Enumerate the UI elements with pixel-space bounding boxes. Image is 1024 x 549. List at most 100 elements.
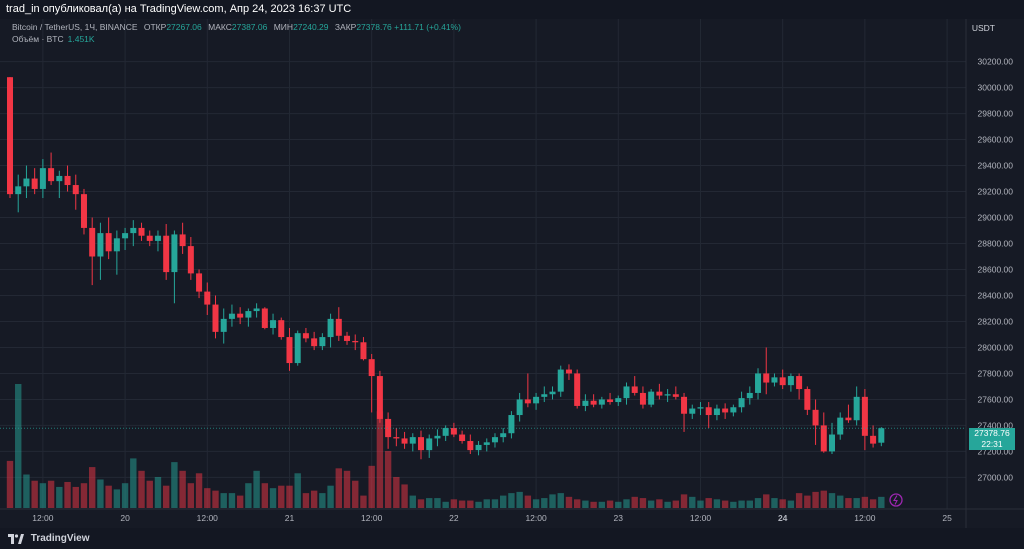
candle-body — [204, 291, 211, 305]
candle-body — [228, 313, 235, 319]
volume-bar — [458, 500, 466, 508]
volume-bar — [615, 501, 622, 508]
volume-bar — [516, 491, 523, 508]
candle-body — [820, 425, 827, 452]
chart-area[interactable]: 27000.00 27200.00 27400.00 27600.00 27800.00… — [0, 19, 1024, 528]
volume-bar — [417, 499, 425, 508]
volume-bar — [598, 501, 606, 508]
price-tick-label: 27200.00 — [978, 446, 1014, 456]
volume-bar — [23, 474, 30, 508]
close-label: ЗАКР — [334, 22, 357, 32]
volume-bar — [557, 493, 564, 508]
volume-bar — [721, 500, 729, 508]
time-tick-label: 24 — [778, 513, 788, 523]
candle-body — [122, 233, 129, 239]
volume-bar — [491, 499, 499, 508]
candle-body — [623, 386, 630, 399]
candle-body — [401, 438, 408, 444]
volume-bar — [319, 493, 326, 508]
time-tick-label: 25 — [942, 513, 952, 523]
volume-bar — [56, 486, 63, 508]
candle-body — [89, 227, 96, 257]
volume-bar — [442, 501, 449, 508]
open-value: 27267.06 — [166, 22, 202, 32]
volume-bar — [500, 495, 507, 508]
candle-body — [376, 376, 383, 419]
volume-bar — [212, 490, 219, 508]
candle-body — [80, 194, 87, 228]
time-axis: 12:00 20 12:00 21 12:00 22 12:00 23 12:00 24 12:00… — [0, 508, 1024, 523]
price-tick-label: 28600.00 — [978, 265, 1014, 275]
candle-body — [163, 235, 170, 273]
volume-bar — [697, 500, 704, 508]
price-tick-label: 30200.00 — [978, 57, 1014, 67]
high-value: 27387.06 — [231, 22, 268, 32]
time-tick-label: 12:00 — [32, 513, 54, 523]
open-label: ОТКР — [143, 22, 167, 32]
candlestick-chart[interactable]: 27000.00 27200.00 27400.00 27600.00 27800.00… — [0, 19, 1024, 528]
volume-bar — [39, 483, 47, 508]
candle-body — [39, 168, 46, 189]
candle-body — [755, 373, 762, 393]
volume-bar — [779, 499, 786, 508]
volume-bar — [113, 489, 121, 508]
bar-countdown: 22:31 — [981, 439, 1003, 449]
candle-body — [697, 407, 704, 409]
volume-bar — [639, 498, 647, 508]
price-tick-label: 27400.00 — [978, 420, 1014, 430]
volume-bar — [754, 498, 762, 508]
candle-body — [574, 373, 581, 406]
candle-body — [352, 340, 359, 343]
volume-bar — [787, 500, 795, 508]
price-tick-label: 27600.00 — [978, 394, 1014, 404]
symbol-legend: Bitcoin / TetherUS, 1Ч, BINANCE ОТКР2726… — [12, 22, 461, 32]
candle-body — [845, 417, 852, 421]
volume-bar — [401, 484, 408, 508]
candle-body — [730, 407, 737, 413]
candle-body — [787, 376, 794, 386]
volume-bar — [606, 500, 614, 508]
volume-bar — [105, 485, 112, 508]
candle-body — [582, 400, 589, 406]
volume-bar — [631, 496, 638, 508]
time-tick-label: 12:00 — [197, 513, 219, 523]
volume-bar — [47, 480, 55, 508]
candle-body — [261, 308, 268, 328]
volume-bar — [820, 490, 827, 508]
volume-bar — [6, 460, 14, 508]
candle-body — [426, 438, 433, 451]
candle-body — [615, 398, 622, 403]
tradingview-logo[interactable]: TradingView — [8, 533, 90, 544]
footer-bar: TradingView — [0, 528, 1024, 549]
volume-bar — [508, 493, 515, 508]
volume-bar — [343, 470, 351, 508]
alert-icon[interactable] — [889, 493, 903, 507]
candle-body — [7, 77, 13, 195]
volume-bar — [853, 498, 860, 508]
candle-body — [516, 399, 523, 416]
candle-body — [746, 392, 753, 399]
volume-bar — [278, 485, 285, 508]
time-tick-label: 12:00 — [361, 513, 383, 523]
volume-bar — [97, 479, 104, 508]
candle-body — [664, 394, 671, 396]
volume-bar — [179, 470, 186, 508]
low-label: МИН — [273, 22, 294, 32]
candle-body — [56, 175, 63, 182]
candle-body — [878, 428, 885, 443]
currency-label[interactable]: USDT — [971, 23, 995, 33]
candle-body — [187, 246, 194, 274]
candle-body — [237, 313, 244, 318]
volume-bar — [541, 498, 548, 508]
candle-body — [278, 320, 285, 338]
candle-body — [368, 359, 375, 377]
candle-body — [450, 428, 457, 435]
candle-body — [253, 308, 260, 312]
time-tick-label: 20 — [120, 513, 130, 523]
candle-body — [771, 377, 778, 383]
volume-bar — [680, 494, 688, 508]
volume-bar — [861, 496, 869, 508]
volume-bar — [672, 500, 680, 508]
volume-bar — [795, 493, 803, 508]
candle-body — [245, 311, 252, 318]
